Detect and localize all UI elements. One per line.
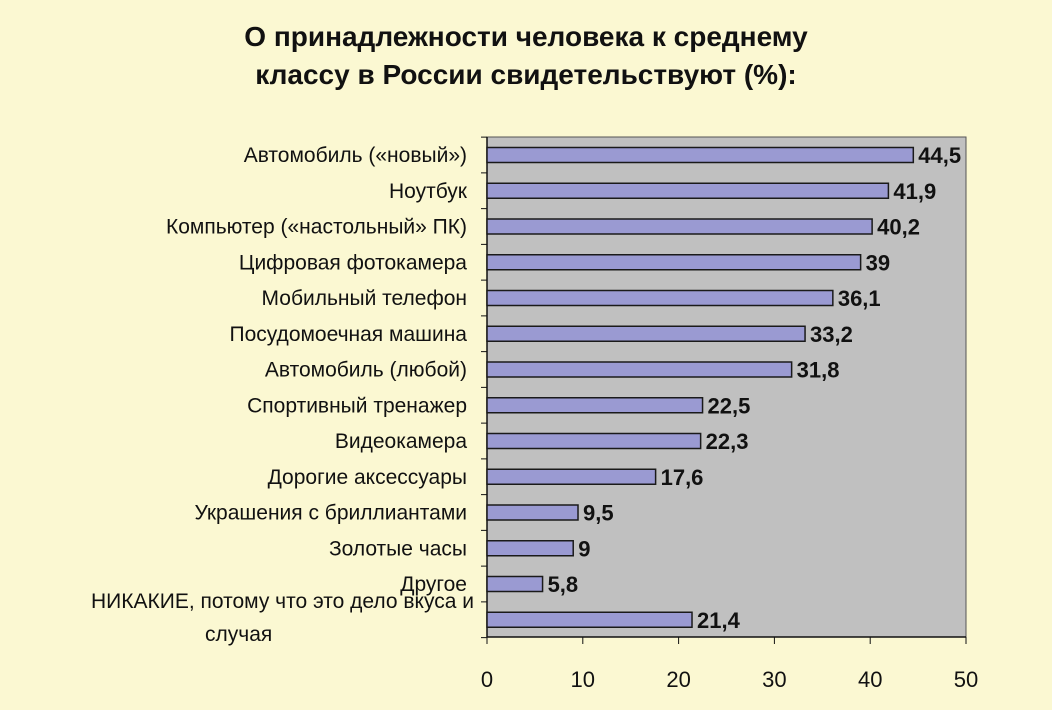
category-label: Ноутбук [389, 180, 468, 203]
data-label: 5,8 [548, 572, 579, 597]
category-label: Спортивный тренажер [247, 394, 467, 417]
plot-area [486, 136, 967, 638]
bar [486, 432, 702, 450]
bar [486, 611, 693, 628]
data-label: 21,4 [697, 608, 741, 633]
x-tick-label: 30 [762, 667, 786, 692]
category-label: Мобильный телефон [262, 287, 467, 310]
bar [486, 146, 915, 164]
x-tick-label: 10 [571, 667, 595, 692]
data-label: 39 [866, 250, 890, 275]
chart-title-line-2: классу в России свидетельствуют (%): [255, 59, 797, 90]
x-tick-label: 40 [858, 667, 882, 692]
data-label: 33,2 [810, 322, 853, 347]
bar [486, 289, 834, 307]
bar [486, 325, 806, 342]
bar [486, 182, 890, 199]
category-label: Видеокамера [335, 430, 467, 453]
data-label: 40,2 [877, 215, 920, 240]
category-label: НИКАКИЕ, потому что это дело вкуса и [91, 590, 474, 613]
data-label: 22,5 [708, 393, 751, 418]
category-label: случая [205, 623, 272, 646]
x-tick-label: 20 [666, 667, 690, 692]
x-tick-label: 50 [954, 667, 978, 692]
x-tick-label: 0 [481, 667, 493, 692]
bar [486, 468, 657, 485]
category-label: Цифровая фотокамера [239, 251, 467, 274]
data-label: 9,5 [583, 501, 614, 526]
chart-title-line-1: О принадлежности человека к среднему [244, 21, 808, 52]
category-label: Золотые часы [329, 537, 467, 560]
bar [486, 397, 704, 414]
bar [486, 575, 544, 593]
bar [486, 540, 574, 557]
data-label: 31,8 [797, 358, 840, 383]
category-label: Другое [400, 573, 467, 596]
category-label: Компьютер («настольный» ПК) [166, 216, 467, 239]
data-label: 41,9 [893, 179, 936, 204]
category-label: Украшения с бриллиантами [194, 502, 467, 525]
chart-title: О принадлежности человека к среднему кла… [0, 18, 1052, 94]
bar [486, 218, 873, 235]
category-label: Автомобиль (любой) [265, 359, 467, 382]
data-label: 36,1 [838, 286, 881, 311]
data-label: 44,5 [918, 143, 961, 168]
bar [486, 361, 793, 378]
bar [486, 504, 579, 521]
data-label: 22,3 [706, 429, 749, 454]
data-label: 17,6 [661, 465, 704, 490]
category-label: Посудомоечная машина [229, 323, 467, 346]
bar [486, 254, 862, 271]
category-label: Автомобиль («новый») [244, 144, 467, 167]
data-label: 9 [578, 536, 590, 561]
category-label: Дорогие аксессуары [268, 466, 467, 489]
